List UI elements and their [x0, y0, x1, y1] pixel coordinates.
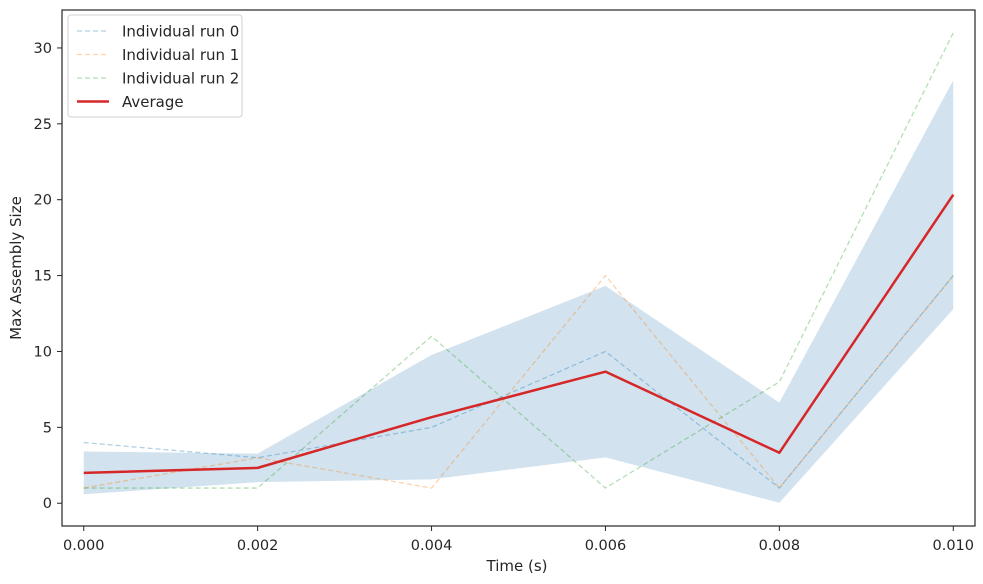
x-tick-label: 0.000: [63, 538, 105, 554]
legend: Individual run 0 Individual run 1 Individu…: [67, 14, 243, 118]
x-tick-label: 0.002: [237, 538, 279, 554]
x-tick-label: 0.004: [411, 538, 453, 554]
legend-label-1: Individual run 1: [122, 46, 239, 64]
y-tick-label: 0: [43, 496, 52, 512]
series-line-1: [83, 274, 954, 489]
y-tick-label: 10: [34, 344, 52, 360]
series-lines-layer: [83, 32, 955, 489]
legend-label-3: Average: [122, 93, 184, 111]
x-axis: 0.000 0.002 0.004 0.006 0.008 0.010: [63, 526, 974, 554]
y-tick-label: 5: [43, 420, 52, 436]
x-axis-label: Time (s): [486, 557, 548, 575]
legend-label-0: Individual run 0: [122, 23, 239, 41]
y-tick-label: 25: [34, 117, 52, 133]
series-line-0: [83, 275, 954, 489]
series-line-2: [83, 32, 954, 489]
std-band: [83, 80, 954, 503]
y-tick-label: 15: [34, 269, 52, 285]
y-tick-label: 20: [34, 193, 52, 209]
x-tick-label: 0.010: [933, 538, 975, 554]
x-tick-label: 0.008: [759, 538, 801, 554]
y-axis-label: Max Assembly Size: [7, 196, 25, 340]
plot-frame: [61, 9, 976, 527]
legend-box: [67, 14, 243, 118]
std-band-layer: [83, 80, 954, 503]
series-line-3: [83, 193, 955, 475]
y-axis: 0 5 10 15 20 25 30: [34, 41, 62, 512]
x-tick-label: 0.006: [585, 538, 627, 554]
legend-label-2: Individual run 2: [122, 70, 239, 88]
y-tick-label: 30: [34, 41, 52, 57]
